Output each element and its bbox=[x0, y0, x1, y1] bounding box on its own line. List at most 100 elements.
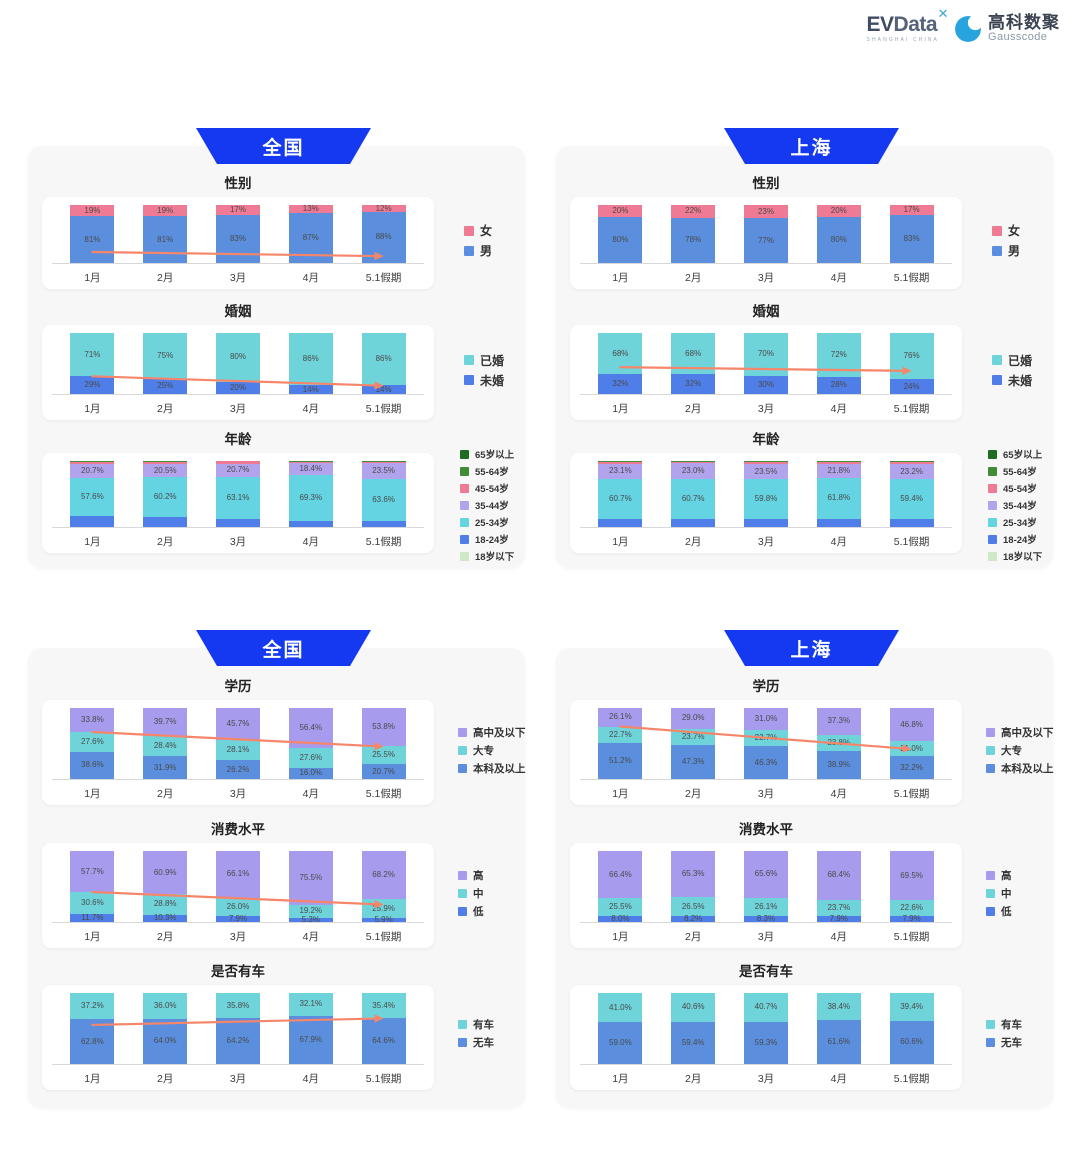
bar-slot[interactable]: 35.8% 64.2% bbox=[202, 993, 275, 1064]
stacked-bar[interactable]: 86% 14% bbox=[361, 333, 406, 394]
bar-segment[interactable]: 81% bbox=[70, 216, 115, 263]
stacked-bar[interactable]: 72% 28% bbox=[816, 333, 861, 394]
bar-segment[interactable]: 28.8% bbox=[143, 894, 188, 915]
bar-segment[interactable]: 28% bbox=[816, 376, 861, 394]
bar-segment[interactable]: 63.1% bbox=[215, 477, 260, 519]
stacked-bar[interactable]: 22% 78% bbox=[671, 205, 716, 263]
stacked-bar[interactable]: 13% 87% bbox=[288, 204, 333, 263]
bar-slot[interactable]: 20% 80% bbox=[584, 205, 657, 263]
legend-item[interactable]: 未婚 bbox=[992, 372, 1032, 389]
bar-segment[interactable]: 56.4% bbox=[288, 708, 333, 749]
bar-slot[interactable]: 29.0% 23.7% 47.3% bbox=[657, 708, 730, 779]
stacked-bar[interactable]: 45.7% 28.1% 26.2% bbox=[215, 708, 260, 779]
legend-item[interactable]: 本科及以上 bbox=[986, 761, 1054, 776]
bar-slot[interactable]: 23% 77% bbox=[730, 205, 803, 263]
bar-segment[interactable]: 59.4% bbox=[671, 1021, 716, 1064]
bar-segment[interactable]: 40.7% bbox=[743, 993, 788, 1022]
bar-slot[interactable]: 23.5% 59.8% bbox=[730, 461, 803, 527]
legend-item[interactable]: 18-24岁 bbox=[988, 532, 1042, 546]
bar-slot[interactable]: 75.5% 19.2% 5.3% bbox=[274, 851, 347, 924]
bar-slot[interactable]: 36.0% 64.0% bbox=[129, 993, 202, 1064]
stacked-bar[interactable]: 65.3% 26.5% 8.2% bbox=[671, 851, 716, 923]
stacked-bar[interactable]: 39.7% 28.4% 31.9% bbox=[143, 708, 188, 779]
bar-segment[interactable]: 22.7% bbox=[743, 730, 788, 747]
bar-slot[interactable]: 33.8% 27.6% 38.6% bbox=[56, 708, 129, 779]
stacked-bar[interactable]: 86% 14% bbox=[288, 333, 333, 394]
legend-item[interactable]: 25-34岁 bbox=[460, 515, 514, 529]
legend-item[interactable]: 35-44岁 bbox=[988, 498, 1042, 512]
bar-segment[interactable]: 27.6% bbox=[288, 748, 333, 768]
bar-segment[interactable]: 36.0% bbox=[143, 993, 188, 1019]
bar-segment[interactable]: 64.6% bbox=[361, 1018, 406, 1064]
stacked-bar[interactable]: 75.5% 19.2% 5.3% bbox=[288, 851, 333, 924]
bar-segment[interactable]: 46.8% bbox=[889, 708, 934, 742]
bar-segment[interactable]: 11.7% bbox=[70, 913, 115, 922]
bar-segment[interactable]: 62.8% bbox=[70, 1019, 115, 1064]
stacked-bar[interactable]: 76% 24% bbox=[889, 333, 934, 394]
bar-segment[interactable] bbox=[889, 461, 934, 462]
stacked-bar[interactable]: 20.7% 63.1% bbox=[215, 461, 260, 527]
bar-segment[interactable]: 20.5% bbox=[143, 463, 188, 478]
stacked-bar[interactable]: 60.9% 28.8% 10.3% bbox=[143, 851, 188, 922]
bar-segment[interactable]: 70% bbox=[743, 333, 788, 376]
bar-segment[interactable]: 41.0% bbox=[598, 993, 643, 1023]
stacked-bar[interactable]: 66.1% 26.0% 7.9% bbox=[215, 851, 260, 923]
bar-segment[interactable]: 25% bbox=[143, 378, 188, 394]
bar-segment[interactable]: 72% bbox=[816, 333, 861, 377]
bar-segment[interactable]: 77% bbox=[743, 218, 788, 263]
bar-slot[interactable]: 56.4% 27.6% 16.0% bbox=[274, 708, 347, 779]
bar-segment[interactable]: 31.9% bbox=[143, 756, 188, 779]
bar-slot[interactable]: 31.0% 22.7% 46.3% bbox=[730, 708, 803, 779]
bar-segment[interactable]: 61.8% bbox=[816, 477, 861, 519]
bar-segment[interactable]: 87% bbox=[288, 212, 333, 263]
bar-segment[interactable]: 25.5% bbox=[361, 746, 406, 765]
stacked-bar[interactable]: 37.2% 62.8% bbox=[70, 993, 115, 1064]
stacked-bar[interactable]: 56.4% 27.6% 16.0% bbox=[288, 708, 333, 779]
bar-slot[interactable]: 65.3% 26.5% 8.2% bbox=[657, 851, 730, 923]
bar-slot[interactable]: 69.5% 22.6% 7.9% bbox=[875, 851, 948, 923]
bar-segment[interactable]: 26.5% bbox=[671, 897, 716, 917]
bar-segment[interactable]: 19% bbox=[70, 205, 115, 217]
bar-segment[interactable]: 18.4% bbox=[288, 462, 333, 476]
bar-segment[interactable]: 12% bbox=[361, 204, 406, 212]
legend-item[interactable]: 低 bbox=[986, 904, 1012, 919]
bar-segment[interactable]: 24% bbox=[889, 379, 934, 394]
bar-slot[interactable]: 65.6% 26.1% 8.3% bbox=[730, 851, 803, 923]
bar-segment[interactable]: 59.3% bbox=[743, 1021, 788, 1064]
bar-slot[interactable]: 57.7% 30.6% 11.7% bbox=[56, 851, 129, 922]
stacked-bar[interactable]: 69.5% 22.6% 7.9% bbox=[889, 851, 934, 923]
bar-segment[interactable]: 60.9% bbox=[143, 851, 188, 895]
bar-segment[interactable]: 66.4% bbox=[598, 851, 643, 899]
bar-segment[interactable] bbox=[743, 461, 788, 464]
stacked-bar[interactable]: 37.3% 23.8% 38.9% bbox=[816, 708, 861, 779]
bar-segment[interactable]: 22.7% bbox=[598, 726, 643, 743]
bar-segment[interactable]: 19% bbox=[143, 205, 188, 217]
bar-slot[interactable]: 23.2% 59.4% bbox=[875, 461, 948, 527]
legend-item[interactable]: 18-24岁 bbox=[460, 532, 514, 546]
stacked-bar[interactable]: 23.5% 63.6% bbox=[361, 461, 406, 527]
legend-item[interactable]: 18岁以下 bbox=[988, 549, 1042, 563]
bar-slot[interactable]: 75% 25% bbox=[129, 333, 202, 394]
bar-slot[interactable]: 20.5% 60.2% bbox=[129, 461, 202, 527]
bar-slot[interactable]: 68.2% 25.9% 5.9% bbox=[347, 851, 420, 923]
bar-segment[interactable]: 65.6% bbox=[743, 851, 788, 898]
stacked-bar[interactable]: 36.0% 64.0% bbox=[143, 993, 188, 1064]
bar-segment[interactable]: 23.0% bbox=[671, 463, 716, 479]
bar-segment[interactable]: 68% bbox=[598, 333, 643, 375]
bar-segment[interactable]: 60.7% bbox=[671, 478, 716, 519]
bar-segment[interactable]: 81% bbox=[143, 216, 188, 263]
stacked-bar[interactable]: 39.4% 60.6% bbox=[889, 993, 934, 1064]
bar-segment[interactable] bbox=[70, 515, 115, 527]
bar-slot[interactable]: 20.7% 63.1% bbox=[202, 461, 275, 527]
bar-segment[interactable] bbox=[671, 461, 716, 464]
bar-segment[interactable] bbox=[215, 518, 260, 527]
legend-item[interactable]: 大专 bbox=[986, 743, 1054, 758]
legend-item[interactable]: 45-54岁 bbox=[460, 481, 514, 495]
stacked-bar[interactable]: 23.1% 60.7% bbox=[598, 461, 643, 527]
stacked-bar[interactable]: 19% 81% bbox=[70, 205, 115, 263]
bar-segment[interactable]: 37.2% bbox=[70, 993, 115, 1020]
bar-segment[interactable] bbox=[143, 461, 188, 464]
bar-segment[interactable]: 32% bbox=[671, 374, 716, 394]
bar-segment[interactable]: 60.2% bbox=[143, 477, 188, 518]
bar-segment[interactable]: 13% bbox=[288, 204, 333, 213]
